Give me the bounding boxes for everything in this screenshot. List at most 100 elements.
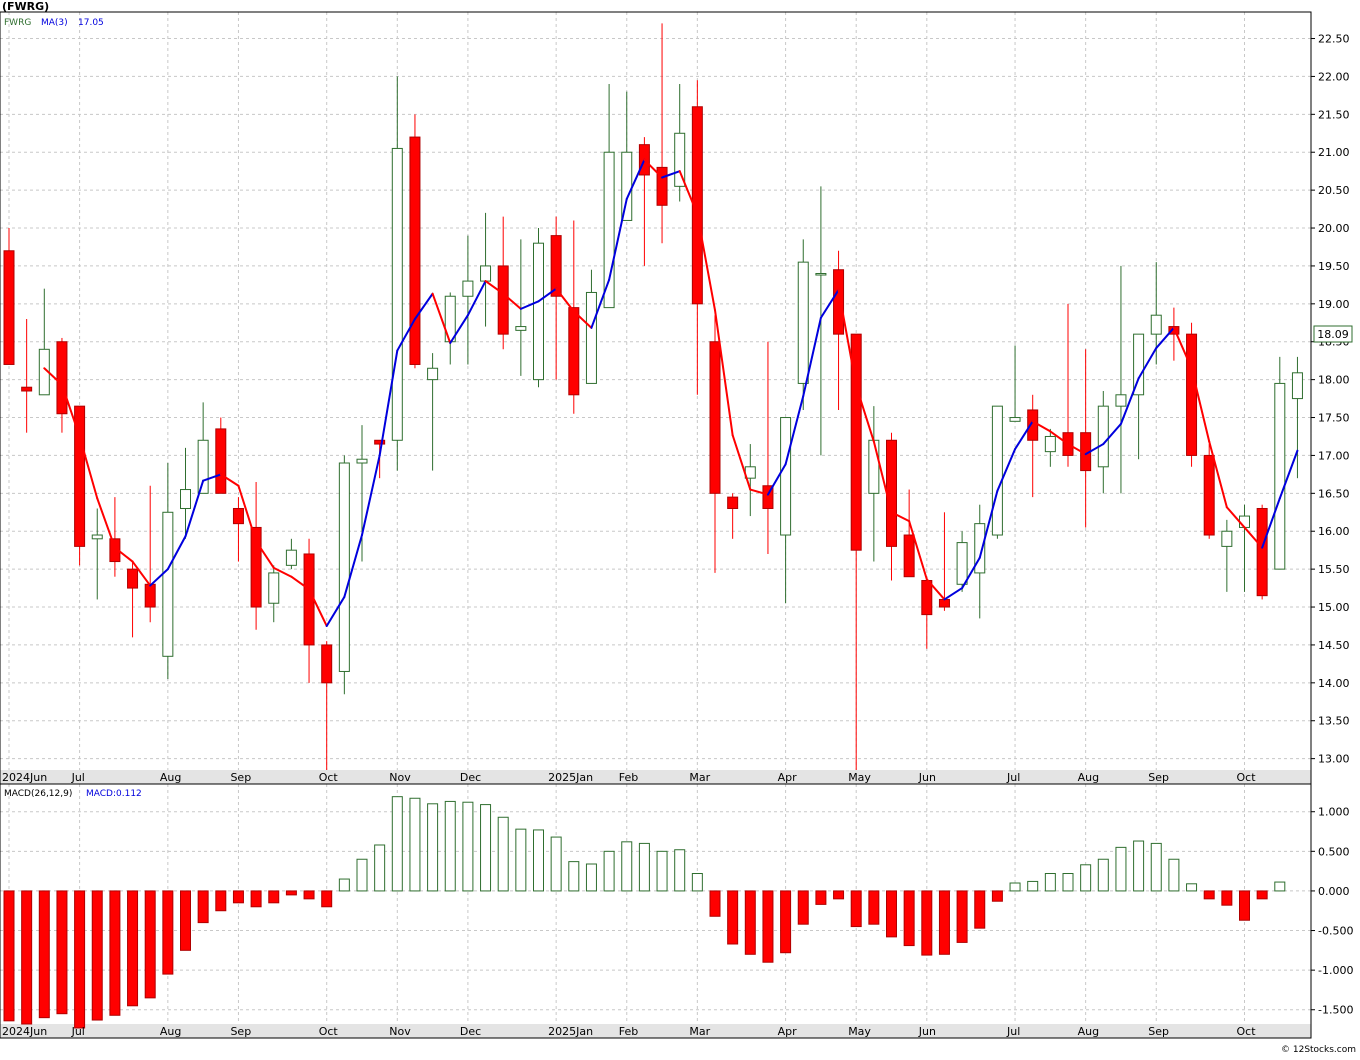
- candle-body: [621, 151, 633, 221]
- macd-bar: [1186, 883, 1198, 892]
- price-y-tick-label: 21.00: [1318, 146, 1350, 159]
- ma-segment: [1190, 367, 1211, 443]
- macd-x-tick-label: 2025Jan: [548, 1025, 593, 1038]
- candle-body: [427, 367, 439, 381]
- candle-body: [144, 583, 156, 608]
- candle-body: [833, 269, 845, 335]
- ma-segment: [572, 310, 593, 329]
- ma-segment: [308, 588, 328, 627]
- ma-segment: [855, 384, 875, 443]
- ma-segment: [961, 556, 981, 590]
- candle-body: [197, 439, 209, 494]
- macd-bar: [444, 800, 456, 892]
- candle-body: [780, 417, 792, 536]
- macd-y-tick-label: 0.500: [1318, 845, 1350, 858]
- macd-bar: [780, 890, 792, 954]
- ma-segment: [1278, 449, 1299, 500]
- candle-body: [797, 261, 809, 384]
- macd-bar: [409, 797, 421, 892]
- candle-body: [691, 106, 703, 305]
- macd-bar: [815, 890, 827, 905]
- ma-segment: [1172, 326, 1193, 370]
- macd-bar: [727, 890, 739, 945]
- candle-body: [868, 439, 880, 494]
- candle-body: [603, 151, 615, 309]
- ma-segment: [837, 288, 858, 387]
- ma-segment: [1119, 377, 1140, 425]
- ma-segment: [1155, 326, 1175, 350]
- macd-y-tick-label: -1.500: [1318, 1004, 1353, 1017]
- ma-segment: [1225, 506, 1246, 529]
- candle-body: [674, 132, 686, 187]
- macd-bar: [1256, 890, 1268, 900]
- macd-y-tick-label: 1.000: [1318, 806, 1350, 819]
- macd-bar: [180, 890, 191, 951]
- price-legend-ma-value: 17.05: [78, 18, 104, 28]
- macd-bar: [321, 890, 333, 908]
- price-x-tick-label: Sep: [1148, 771, 1169, 784]
- macd-bar: [127, 890, 139, 1007]
- candle-body: [215, 428, 227, 494]
- macd-bar: [744, 890, 756, 955]
- ma-segment: [396, 317, 416, 352]
- macd-bar: [886, 890, 897, 938]
- candle-body: [3, 250, 15, 365]
- ma-segment: [731, 434, 752, 491]
- candle-body: [91, 534, 103, 540]
- candle-body: [1009, 417, 1021, 422]
- macd-x-tick-label: Dec: [460, 1025, 481, 1038]
- macd-bar: [232, 890, 244, 904]
- candle-body: [74, 405, 86, 547]
- candle-body: [1133, 333, 1145, 396]
- ma-segment: [1137, 347, 1158, 380]
- ma-segment: [113, 546, 134, 563]
- ma-segment: [1049, 430, 1069, 446]
- ma-segment: [413, 292, 434, 320]
- macd-bar: [1203, 890, 1215, 900]
- ma-segment: [343, 534, 363, 598]
- macd-bar: [921, 890, 933, 956]
- price-x-tick-label: Feb: [619, 771, 638, 784]
- candle-body: [232, 507, 244, 525]
- candle-body: [1256, 507, 1268, 597]
- last-price-box: [1313, 325, 1353, 343]
- ma-segment: [625, 158, 646, 200]
- macd-bar: [1080, 864, 1092, 892]
- price-legend-symbol: FWRG: [4, 18, 31, 28]
- macd-bar: [974, 890, 986, 929]
- ma-segment: [272, 566, 293, 578]
- macd-bar: [1097, 858, 1109, 892]
- candle-body: [515, 326, 527, 331]
- ma-segment: [78, 435, 99, 500]
- price-x-tick-label: Oct: [319, 771, 339, 784]
- macd-bar: [515, 828, 527, 892]
- price-x-tick-label: Dec: [460, 771, 481, 784]
- macd-bar: [938, 890, 950, 955]
- ma-segment: [1261, 497, 1281, 549]
- ma-segment: [60, 383, 81, 438]
- ma-segment: [484, 280, 505, 295]
- candle-body: [497, 265, 509, 335]
- macd-x-tick-label: Aug: [1078, 1025, 1099, 1038]
- macd-bar: [991, 890, 1003, 902]
- macd-bar: [3, 890, 15, 1022]
- candle-body: [462, 280, 474, 297]
- macd-bar: [603, 850, 615, 892]
- ma-segment: [43, 367, 63, 386]
- candle-body: [921, 580, 933, 616]
- price-y-tick-label: 20.50: [1318, 184, 1350, 197]
- ma-segment: [361, 454, 381, 537]
- ma-segment: [1208, 440, 1228, 509]
- candle-body: [250, 526, 262, 608]
- price-x-tick-label: Oct: [1237, 771, 1257, 784]
- ma-segment: [608, 197, 628, 281]
- macd-x-tick-label: May: [848, 1025, 871, 1038]
- macd-x-tick-label: Jul: [71, 1025, 85, 1038]
- macd-bar: [356, 858, 368, 892]
- macd-bar: [638, 842, 650, 892]
- macd-x-axis: 2024Jun Jul Aug Sep Oct Nov Dec 2025Jan Feb Mar Ap…: [2, 1025, 1256, 1038]
- price-x-tick-label: Aug: [160, 771, 181, 784]
- macd-bar: [21, 890, 33, 1025]
- price-y-tick-label: 17.50: [1318, 412, 1350, 425]
